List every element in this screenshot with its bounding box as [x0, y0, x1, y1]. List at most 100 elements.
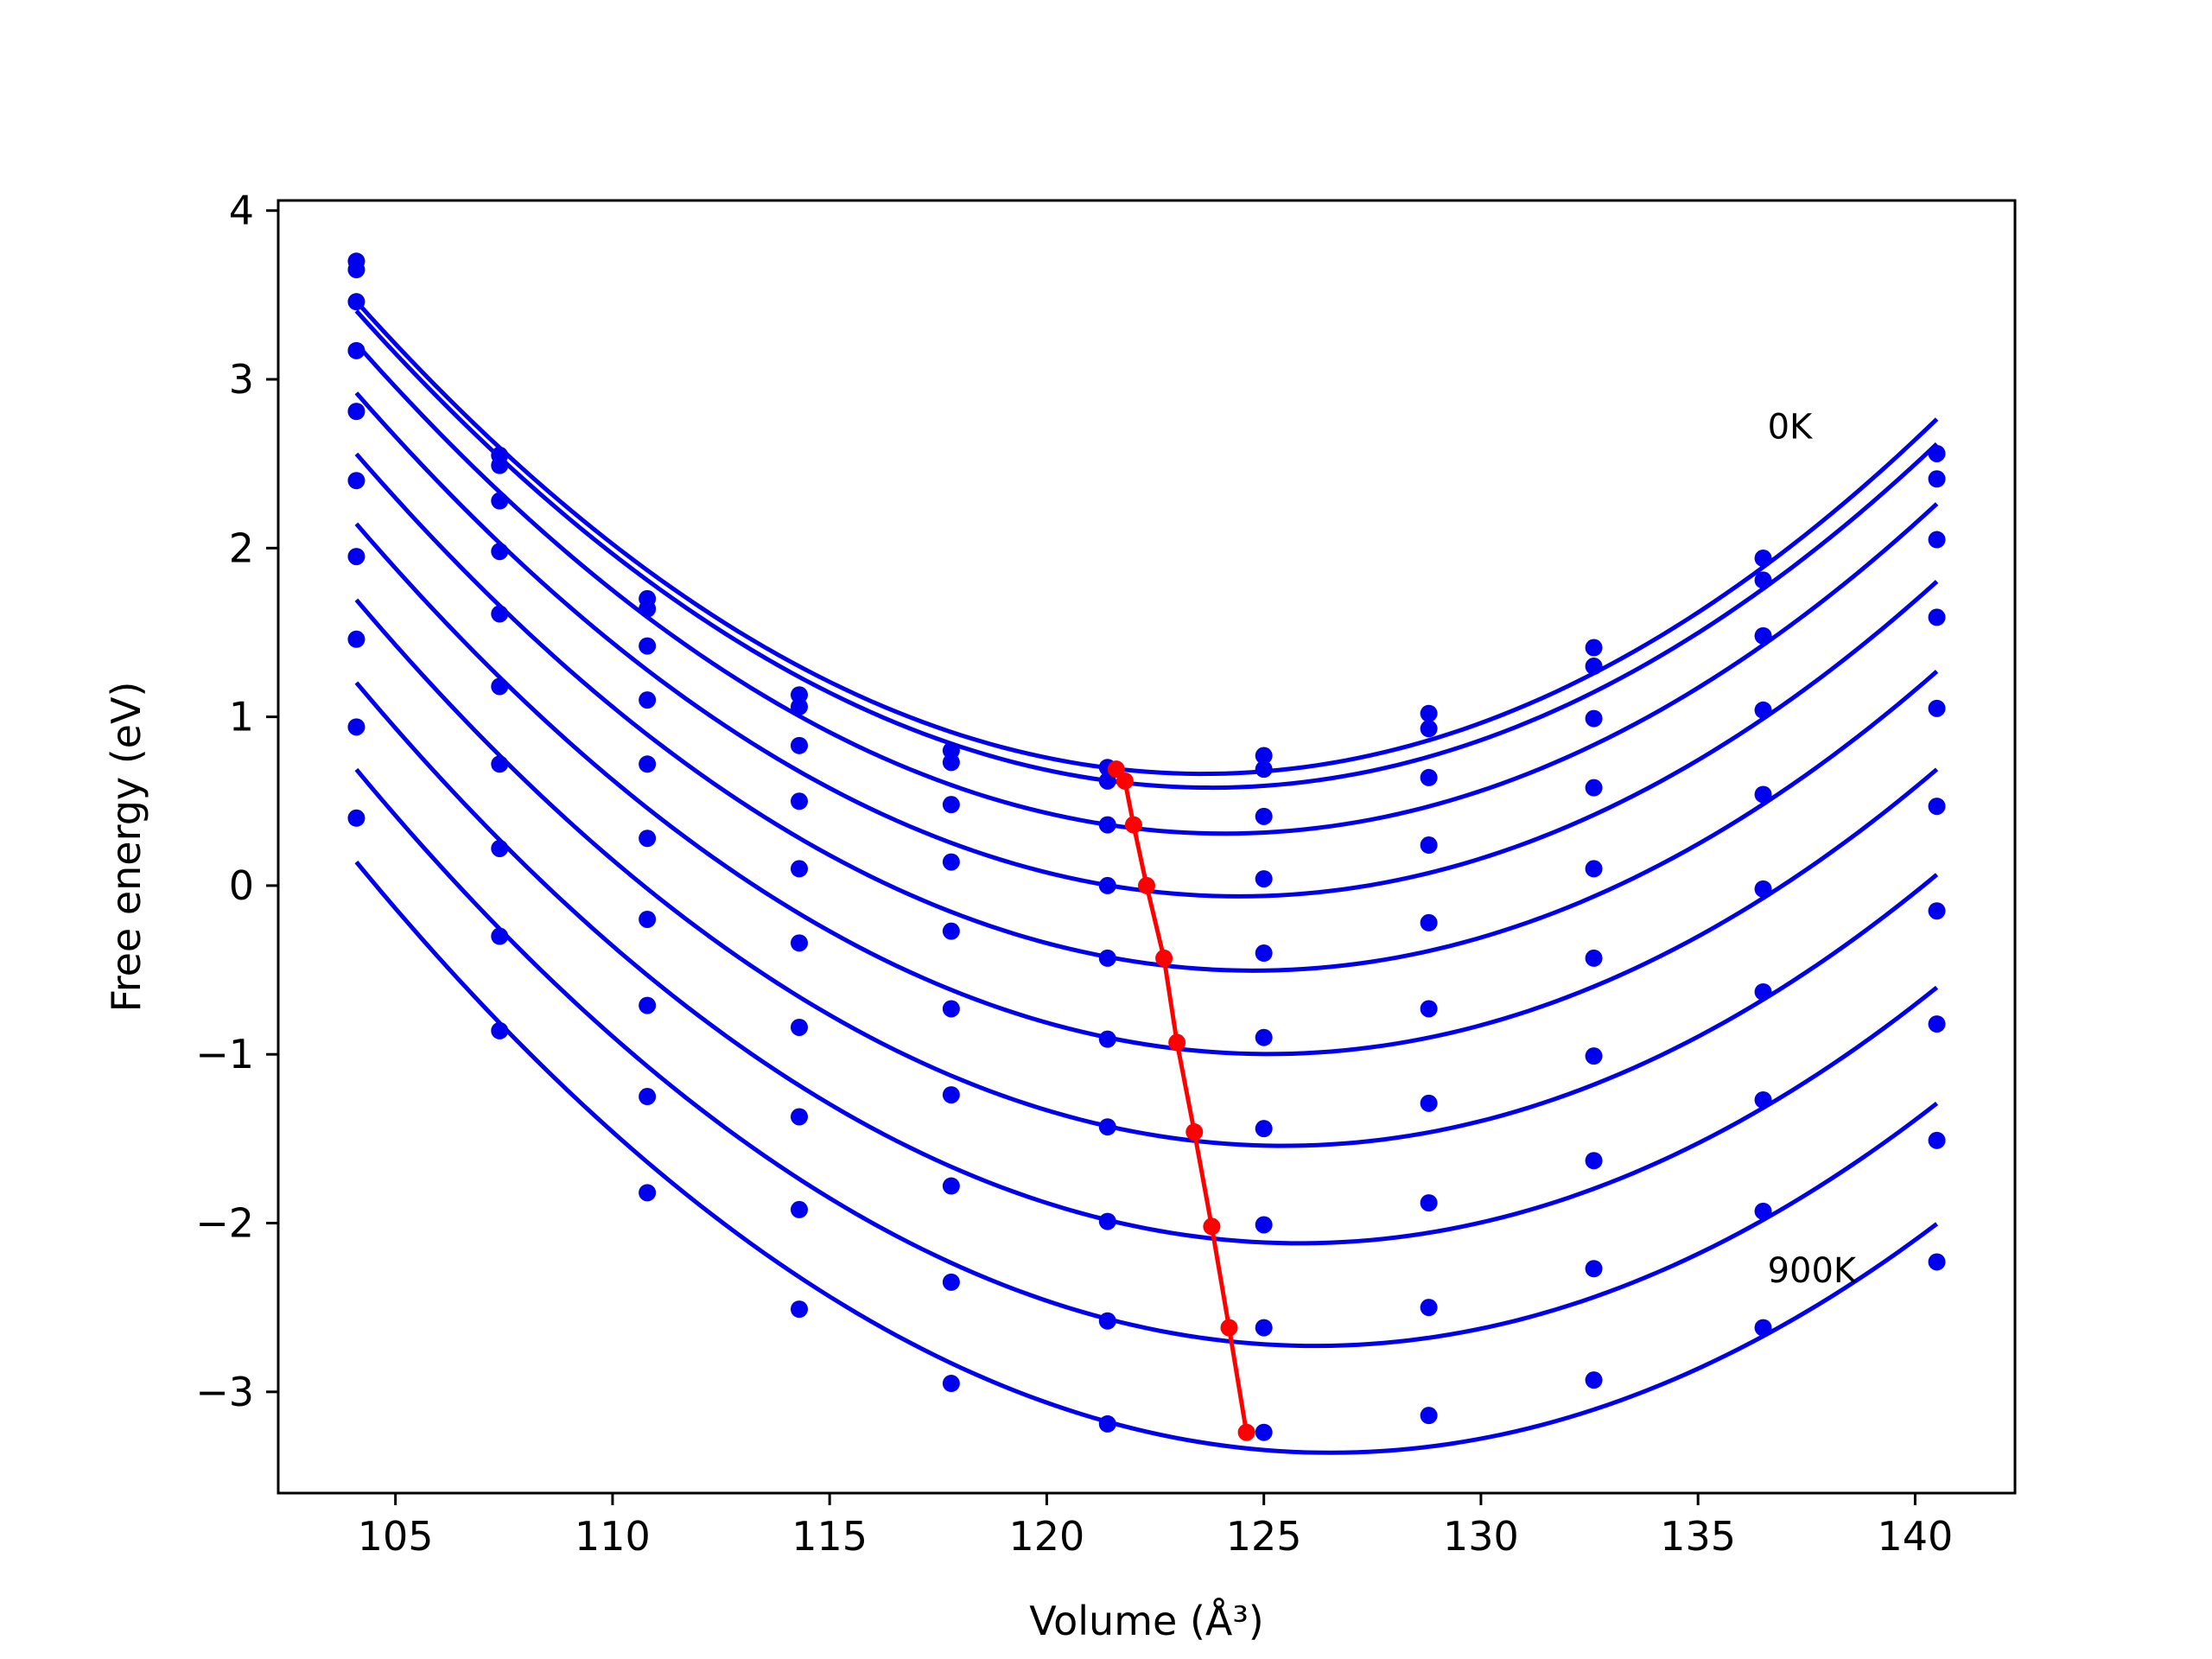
data-point	[1585, 1047, 1603, 1065]
data-point	[1098, 1312, 1116, 1330]
data-point	[1255, 1028, 1273, 1046]
data-point	[791, 736, 808, 754]
data-point	[1420, 913, 1438, 931]
data-point	[1585, 1152, 1603, 1170]
data-point	[491, 492, 509, 510]
data-point	[1098, 1118, 1116, 1136]
minimum-point	[1124, 816, 1142, 834]
y-tick-label: −3	[195, 1369, 254, 1415]
y-tick-label: 3	[229, 356, 254, 403]
data-point	[491, 755, 509, 773]
data-point	[639, 996, 657, 1014]
data-point	[1255, 760, 1273, 779]
data-point	[791, 697, 808, 715]
minimum-point	[1220, 1319, 1238, 1337]
data-point	[639, 637, 657, 655]
minimum-point	[1155, 949, 1173, 967]
data-point	[347, 472, 365, 490]
data-point	[791, 686, 808, 704]
data-point	[1420, 1000, 1438, 1018]
y-axis-ticks: 4 3 2 1 0 −1 −2 −3	[195, 188, 278, 1415]
data-point	[1098, 1414, 1116, 1433]
data-point	[1255, 1319, 1273, 1337]
x-axis-label: Volume (Å³)	[1029, 1598, 1264, 1644]
x-tick-label: 140	[1878, 1513, 1954, 1560]
x-tick-label: 110	[575, 1513, 651, 1560]
data-point	[1585, 1371, 1603, 1389]
data-point	[942, 796, 960, 814]
data-point	[791, 934, 808, 952]
data-point	[1420, 704, 1438, 722]
data-point	[639, 600, 657, 618]
minima-line	[1107, 760, 1255, 1441]
data-point	[1754, 1202, 1772, 1220]
data-point	[1098, 1212, 1116, 1230]
y-tick-label: 4	[229, 188, 254, 234]
minimum-point	[1138, 876, 1155, 894]
data-point	[1585, 709, 1603, 728]
series-line-7	[354, 598, 1939, 1148]
series-line-3	[354, 342, 1939, 836]
data-point	[1255, 944, 1273, 963]
data-point	[1255, 1120, 1273, 1138]
series-line-9	[354, 767, 1939, 1349]
data-point	[1928, 1015, 1946, 1033]
x-tick-label: 105	[358, 1513, 434, 1560]
data-point	[1098, 949, 1116, 967]
data-point	[491, 605, 509, 623]
data-point	[942, 1273, 960, 1291]
data-point	[942, 1086, 960, 1104]
data-point	[1928, 608, 1946, 626]
minimum-point	[1237, 1423, 1255, 1441]
minimum-point	[1185, 1123, 1204, 1141]
data-point	[1420, 768, 1438, 786]
series-curves	[354, 300, 1939, 1455]
data-point	[791, 1018, 808, 1036]
x-tick-label: 115	[791, 1513, 868, 1560]
annotation-label-1: 0K	[1768, 407, 1814, 447]
data-point	[942, 741, 960, 760]
data-point	[347, 293, 365, 311]
annotation-label-2: 900K	[1768, 1251, 1858, 1291]
x-tick-label: 135	[1660, 1513, 1736, 1560]
data-point	[1098, 816, 1116, 834]
data-point	[1420, 1299, 1438, 1317]
data-point	[791, 1300, 808, 1319]
data-point	[1255, 870, 1273, 888]
data-point	[1928, 902, 1946, 920]
series-line-6	[354, 522, 1939, 1057]
series-line-10	[354, 861, 1939, 1455]
data-point	[1585, 860, 1603, 878]
data-point	[942, 1177, 960, 1195]
data-point	[1754, 785, 1772, 804]
data-point	[491, 543, 509, 561]
data-point	[639, 755, 657, 773]
data-point	[1754, 880, 1772, 898]
data-point	[1255, 1423, 1273, 1441]
data-point	[1420, 1094, 1438, 1112]
data-point	[1420, 720, 1438, 738]
data-point	[347, 341, 365, 359]
y-axis-label: Free energy (eV)	[103, 682, 149, 1013]
x-tick-label: 120	[1009, 1513, 1085, 1560]
series-line-1	[354, 300, 1939, 777]
data-point	[1928, 1131, 1946, 1149]
y-tick-label: 2	[229, 524, 254, 571]
data-point	[1585, 949, 1603, 967]
data-point	[1585, 1260, 1603, 1278]
data-point	[1928, 470, 1946, 488]
y-tick-label: 0	[229, 862, 254, 909]
minimum-point	[1203, 1217, 1221, 1236]
data-point	[347, 403, 365, 421]
x-axis-ticks: 105 110 115 120 125 130 135 140	[358, 1493, 1954, 1560]
data-point	[1928, 798, 1946, 816]
data-point	[491, 677, 509, 696]
data-point	[639, 910, 657, 928]
data-point	[1928, 699, 1946, 717]
data-point	[1420, 836, 1438, 855]
series-line-2	[354, 309, 1939, 791]
data-point	[1754, 1090, 1772, 1109]
data-point	[1928, 1253, 1946, 1271]
data-point	[1420, 1407, 1438, 1425]
